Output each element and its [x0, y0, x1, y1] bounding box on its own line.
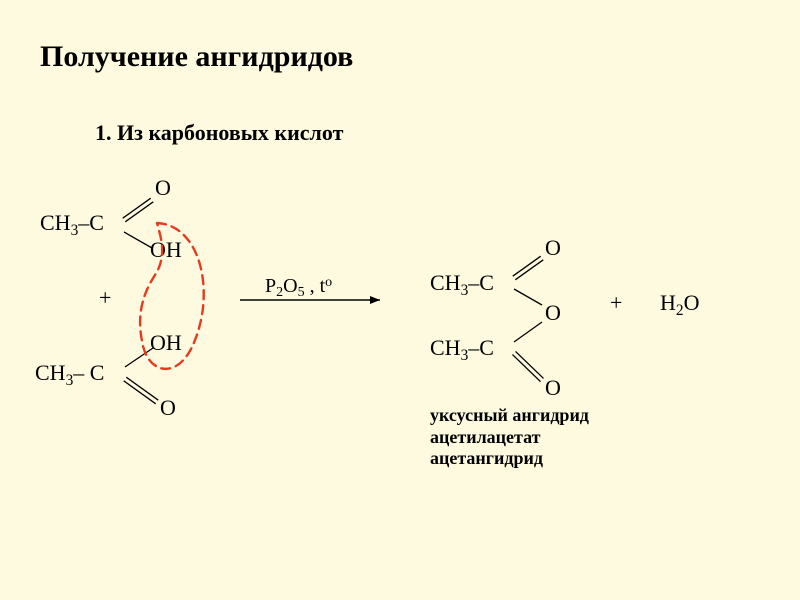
slide-subtitle: 1. Из карбоновых кислот: [95, 120, 343, 146]
product-o-bot: O: [545, 375, 561, 401]
slide-title: Получение ангидридов: [40, 40, 353, 74]
plus-reactants: +: [99, 285, 111, 311]
product-ch3c-bot: CH3–C: [430, 335, 494, 361]
reactant-top-oh: OH: [150, 237, 182, 263]
reactant-bot-ch3c: CH3– C: [35, 360, 104, 386]
product-name-1: уксусный ангидрид: [430, 405, 589, 427]
product-o-mid: O: [545, 300, 561, 326]
water: H2O: [660, 290, 699, 316]
reactant-bot-oh: OH: [150, 330, 182, 356]
product-ch3c-top: CH3–C: [430, 270, 494, 296]
product-name-3: ацетангидрид: [430, 448, 589, 470]
plus-products: +: [610, 290, 622, 316]
product-o-top: O: [545, 235, 561, 261]
reactant-bot-o: O: [160, 395, 176, 421]
arrow-label: P2O5 , to: [265, 275, 332, 298]
product-names: уксусный ангидрид ацетилацетат ацетангид…: [430, 405, 589, 470]
reactant-top-o: O: [155, 175, 171, 201]
product-name-2: ацетилацетат: [430, 427, 589, 449]
reactant-top-ch3c: CH3–C: [40, 210, 104, 236]
